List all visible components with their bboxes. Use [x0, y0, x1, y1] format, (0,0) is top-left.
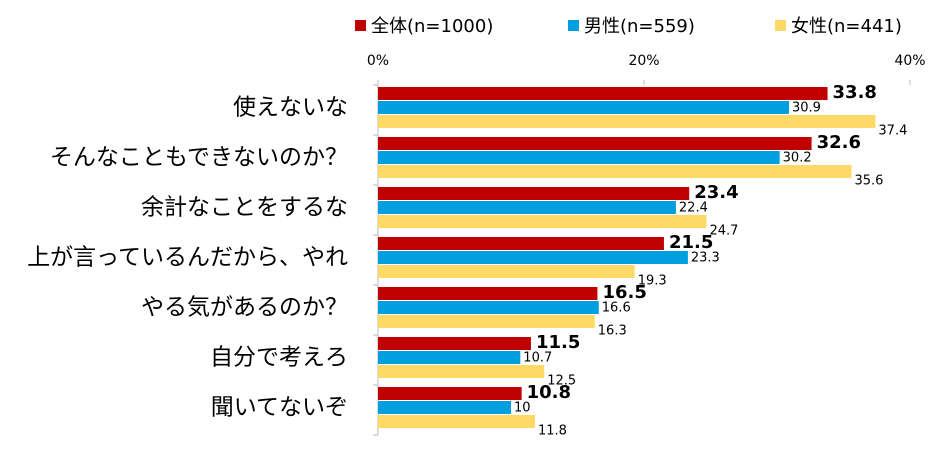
bar: [378, 137, 812, 150]
bar: [378, 101, 789, 114]
value-label: 23.3: [691, 251, 720, 266]
x-tick-label: 40%: [894, 53, 925, 69]
y-tick-label: 余計なことをするな: [141, 195, 348, 221]
y-tick-label: 使えないな: [233, 95, 348, 121]
x-tick-label: 20%: [628, 53, 659, 69]
y-tick-label: 自分で考えろ: [210, 345, 348, 371]
bar: [378, 351, 521, 364]
bar: [378, 337, 531, 350]
y-tick-label: 聞いてないぞ: [211, 395, 348, 421]
value-label: 10: [514, 401, 531, 416]
bar: [378, 165, 852, 178]
legend-label: 男性(n=559): [584, 16, 695, 37]
bar: [378, 87, 828, 100]
value-label: 23.4: [694, 182, 738, 203]
bar: [378, 187, 690, 200]
value-label: 12.5: [547, 374, 576, 389]
bar: [378, 365, 545, 378]
legend-swatch: [355, 20, 366, 31]
y-tick-label: やる気があるのか？: [141, 295, 348, 321]
value-label: 16.6: [602, 301, 631, 316]
value-label: 32.6: [817, 132, 861, 153]
bar: [378, 415, 535, 428]
bar: [378, 387, 522, 400]
value-label: 33.8: [833, 82, 877, 103]
bar: [378, 115, 876, 128]
value-label: 11.8: [538, 424, 567, 439]
value-label: 22.4: [679, 201, 708, 216]
value-label: 10.8: [527, 382, 571, 403]
value-label: 19.3: [638, 274, 667, 289]
value-label: 37.4: [878, 124, 907, 139]
value-label: 10.7: [523, 351, 552, 366]
bar: [378, 265, 635, 278]
bar: [378, 215, 707, 228]
value-label: 11.5: [536, 332, 580, 353]
bar: [378, 201, 676, 214]
value-label: 30.2: [783, 151, 812, 166]
bar: [378, 151, 780, 164]
legend-swatch: [775, 20, 786, 31]
value-label: 35.6: [854, 174, 883, 189]
value-label: 21.5: [669, 232, 713, 253]
legend-swatch: [568, 20, 579, 31]
legend-label: 女性(n=441): [791, 16, 902, 37]
legend-label: 全体(n=1000): [371, 16, 493, 37]
value-label: 16.3: [598, 324, 627, 339]
bar: [378, 287, 598, 300]
value-label: 16.5: [602, 282, 646, 303]
value-label: 30.9: [792, 101, 821, 116]
x-tick-label: 0%: [367, 53, 389, 69]
y-tick-label: そんなこともできないのか？: [50, 145, 348, 171]
bar: [378, 301, 599, 314]
bar: [378, 315, 595, 328]
bar: [378, 237, 664, 250]
value-label: 24.7: [710, 224, 739, 239]
bar: [378, 251, 688, 264]
bar: [378, 401, 511, 414]
y-tick-label: 上が言っているんだから、やれ: [27, 245, 348, 271]
